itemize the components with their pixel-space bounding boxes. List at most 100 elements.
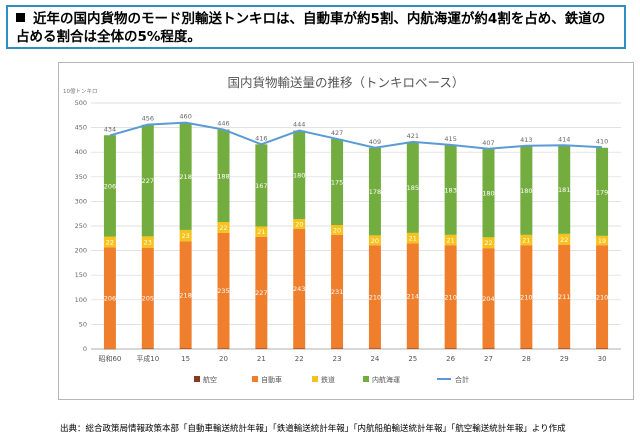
total-label: 446 xyxy=(217,120,229,128)
bar-segment xyxy=(444,348,457,350)
y-tick-label: 150 xyxy=(75,271,87,279)
data-label: 206 xyxy=(104,295,116,303)
bar-segment xyxy=(368,147,381,236)
y-tick-label: 300 xyxy=(75,197,87,205)
bar-segment xyxy=(444,245,457,349)
data-label: 22 xyxy=(219,224,227,232)
total-label: 410 xyxy=(596,137,608,145)
data-label: 20 xyxy=(295,221,303,229)
data-label: 23 xyxy=(144,239,152,247)
bar-segment xyxy=(103,236,116,248)
total-label: 434 xyxy=(104,125,116,133)
bar-segment xyxy=(255,144,268,227)
x-tick-label: 30 xyxy=(598,355,607,363)
data-label: 20 xyxy=(371,237,379,245)
bar-segment xyxy=(217,348,230,349)
data-label: 214 xyxy=(407,292,419,300)
bar-segment xyxy=(255,348,268,350)
data-label: 22 xyxy=(484,239,492,247)
data-label: 210 xyxy=(369,293,381,301)
bar-segment xyxy=(141,348,154,350)
bar-segment xyxy=(520,146,533,235)
bar-segment xyxy=(179,122,192,230)
x-tick-label: 23 xyxy=(333,355,342,363)
data-label: 21 xyxy=(522,237,530,245)
bar-segment xyxy=(444,144,457,235)
data-label: 204 xyxy=(482,295,494,303)
x-tick-label: 25 xyxy=(408,355,417,363)
total-label: 409 xyxy=(369,138,381,146)
chart-frame: 国内貨物輸送量の推移（トンキロベース） 10億トンキロ 0 50 100 150 200… xyxy=(58,62,634,400)
bar-segment xyxy=(103,135,116,237)
bar-segment xyxy=(293,219,306,229)
bar-segment xyxy=(558,244,571,349)
bar-segment xyxy=(255,236,268,349)
legend-label: 合計 xyxy=(455,375,469,384)
data-label: 218 xyxy=(179,173,191,181)
x-tick-label: 24 xyxy=(370,355,379,363)
headline-box: 近年の国内貨物のモード別輸送トンキロは、自動車が約5割、内航海運が約4割を占め、… xyxy=(6,5,626,49)
bar-segment xyxy=(293,228,306,349)
bar-segment xyxy=(596,245,609,349)
total-label: 407 xyxy=(482,139,494,147)
total-label: 414 xyxy=(558,135,570,143)
bar-segment xyxy=(103,348,116,350)
bar-segment xyxy=(368,348,381,350)
data-label: 183 xyxy=(444,186,456,194)
data-label: 206 xyxy=(104,182,116,190)
legend-swatch xyxy=(363,376,369,382)
data-label: 188 xyxy=(217,172,229,180)
x-tick-label: 20 xyxy=(219,355,228,363)
bar-segment xyxy=(103,247,116,349)
y-tick-label: 350 xyxy=(75,173,87,181)
chart-svg: 国内貨物輸送量の推移（トンキロベース） 10億トンキロ 0 50 100 150 200… xyxy=(63,75,621,384)
data-label: 210 xyxy=(596,293,608,301)
bar-segment xyxy=(217,232,230,349)
bar-segment xyxy=(331,234,344,349)
bar-segment xyxy=(558,144,571,234)
bar-segment xyxy=(596,235,609,246)
legend-swatch xyxy=(194,376,200,382)
source-note: 出典：総合政策局情報政策本部「自動車輸送統計年報」「鉄道輸送統計年報」「内航船舶… xyxy=(60,424,566,434)
data-label: 178 xyxy=(369,188,381,196)
data-label: 23 xyxy=(182,232,190,240)
y-tick-label: 500 xyxy=(75,99,87,107)
bar-segment xyxy=(217,222,230,233)
bar-segment xyxy=(482,148,495,238)
legend-label: 航空 xyxy=(203,375,217,384)
data-label: 180 xyxy=(520,187,532,195)
bar-segment xyxy=(179,229,192,242)
data-label: 167 xyxy=(255,182,267,190)
bar-segment xyxy=(331,348,344,350)
x-tick-label: 26 xyxy=(446,355,455,363)
data-label: 211 xyxy=(558,293,570,301)
y-axis-label: 10億トンキロ xyxy=(63,87,98,95)
data-label: 243 xyxy=(293,285,305,293)
data-label: 227 xyxy=(255,289,267,297)
data-label: 21 xyxy=(409,235,417,243)
bar-segment xyxy=(141,236,154,248)
x-tick-label: 22 xyxy=(295,355,304,363)
bar-segment xyxy=(520,245,533,349)
data-label: 21 xyxy=(257,228,265,236)
bar-segment xyxy=(141,124,154,237)
data-label: 218 xyxy=(179,291,191,299)
data-label: 175 xyxy=(331,178,343,186)
bar-segment xyxy=(558,348,571,350)
data-label: 19 xyxy=(598,237,606,245)
bar-segment xyxy=(217,129,230,223)
x-tick-label: 21 xyxy=(257,355,266,363)
data-label: 205 xyxy=(142,295,154,303)
bar-segment xyxy=(406,232,419,244)
bar-segment xyxy=(406,141,419,233)
bar-segment xyxy=(482,237,495,249)
total-line xyxy=(109,121,603,150)
bar-segment xyxy=(331,225,344,235)
total-label: 415 xyxy=(444,135,456,143)
bar-segment xyxy=(368,235,381,246)
y-tick-label: 200 xyxy=(75,247,87,255)
bar-segment xyxy=(368,245,381,349)
bar-segment xyxy=(255,226,268,237)
bar-segment xyxy=(141,247,154,349)
bar-segment xyxy=(520,234,533,246)
